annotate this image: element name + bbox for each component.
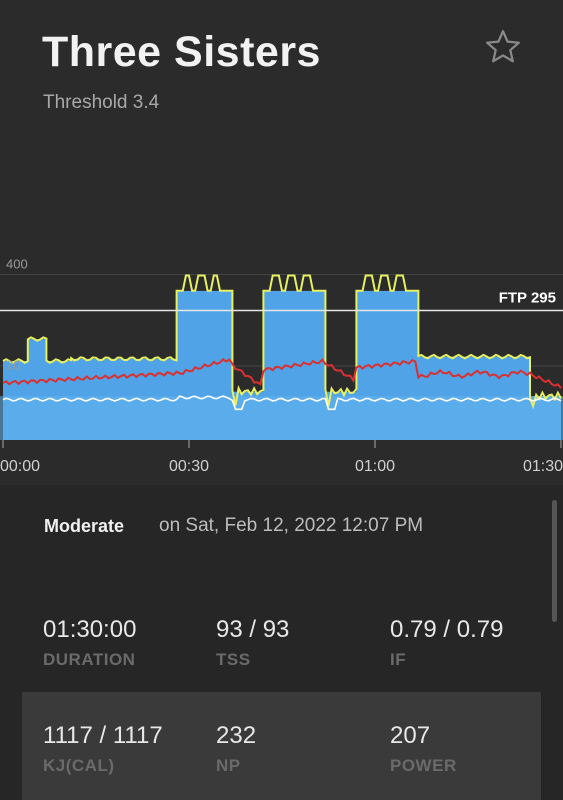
stat-value: 01:30:00 xyxy=(43,616,137,643)
stat-tss: 93 / 93 TSS xyxy=(216,616,289,670)
x-tick-label: 00:00 xyxy=(0,458,40,475)
stats-row: 1117 / 1117 KJ(CAL) 232 NP 207 POWER xyxy=(0,692,563,800)
workout-subtitle: Threshold 3.4 xyxy=(43,92,160,113)
stat-duration: 01:30:00 DURATION xyxy=(43,616,136,670)
stat-label: KJ(CAL) xyxy=(43,756,115,775)
stat-np: 232 NP xyxy=(216,722,256,776)
stat-label: POWER xyxy=(390,756,457,775)
stat-value: 0.79 / 0.79 xyxy=(390,616,504,643)
scrollbar[interactable] xyxy=(552,500,557,622)
stat-value: 93 / 93 xyxy=(216,616,290,643)
stat-value: 207 xyxy=(390,722,431,749)
stat-kj: 1117 / 1117 KJ(CAL) xyxy=(43,722,163,776)
lower-power-band xyxy=(0,396,563,440)
ftp-label: FTP 295 xyxy=(499,290,556,307)
stat-label: DURATION xyxy=(43,650,136,669)
stats-row: 01:30:00 DURATION 93 / 93 TSS 0.79 / 0.7… xyxy=(0,596,563,696)
intensity-label: Moderate xyxy=(44,516,125,536)
stat-if: 0.79 / 0.79 IF xyxy=(390,616,503,670)
x-tick-label: 01:30 xyxy=(523,458,563,475)
x-tick-label: 01:00 xyxy=(355,458,395,475)
stat-value: 1117 / 1117 xyxy=(43,722,163,749)
stat-label: NP xyxy=(216,756,241,775)
workout-title: Three Sisters xyxy=(42,28,321,76)
heart-rate-line xyxy=(2,357,562,389)
stat-label: TSS xyxy=(216,650,251,669)
cadence-line xyxy=(2,395,562,411)
stats-row-background xyxy=(22,692,541,800)
power-line xyxy=(2,274,562,410)
y-tick-label: 20 xyxy=(6,358,20,373)
stat-label: IF xyxy=(390,650,407,669)
stat-power: 207 POWER xyxy=(390,722,457,776)
workout-chart[interactable]: FTP 295 400 20 00:00 00:30 01:00 01:30 xyxy=(0,225,563,485)
stat-value: 232 xyxy=(216,722,257,749)
workout-header: Three Sisters Threshold 3.4 FTP 295 400 20… xyxy=(0,28,563,485)
star-outline-icon[interactable] xyxy=(484,28,522,66)
completed-date: on Sat, Feb 12, 2022 12:07 PM xyxy=(159,515,424,536)
x-tick-label: 00:30 xyxy=(169,458,209,475)
y-tick-label: 400 xyxy=(6,256,28,271)
